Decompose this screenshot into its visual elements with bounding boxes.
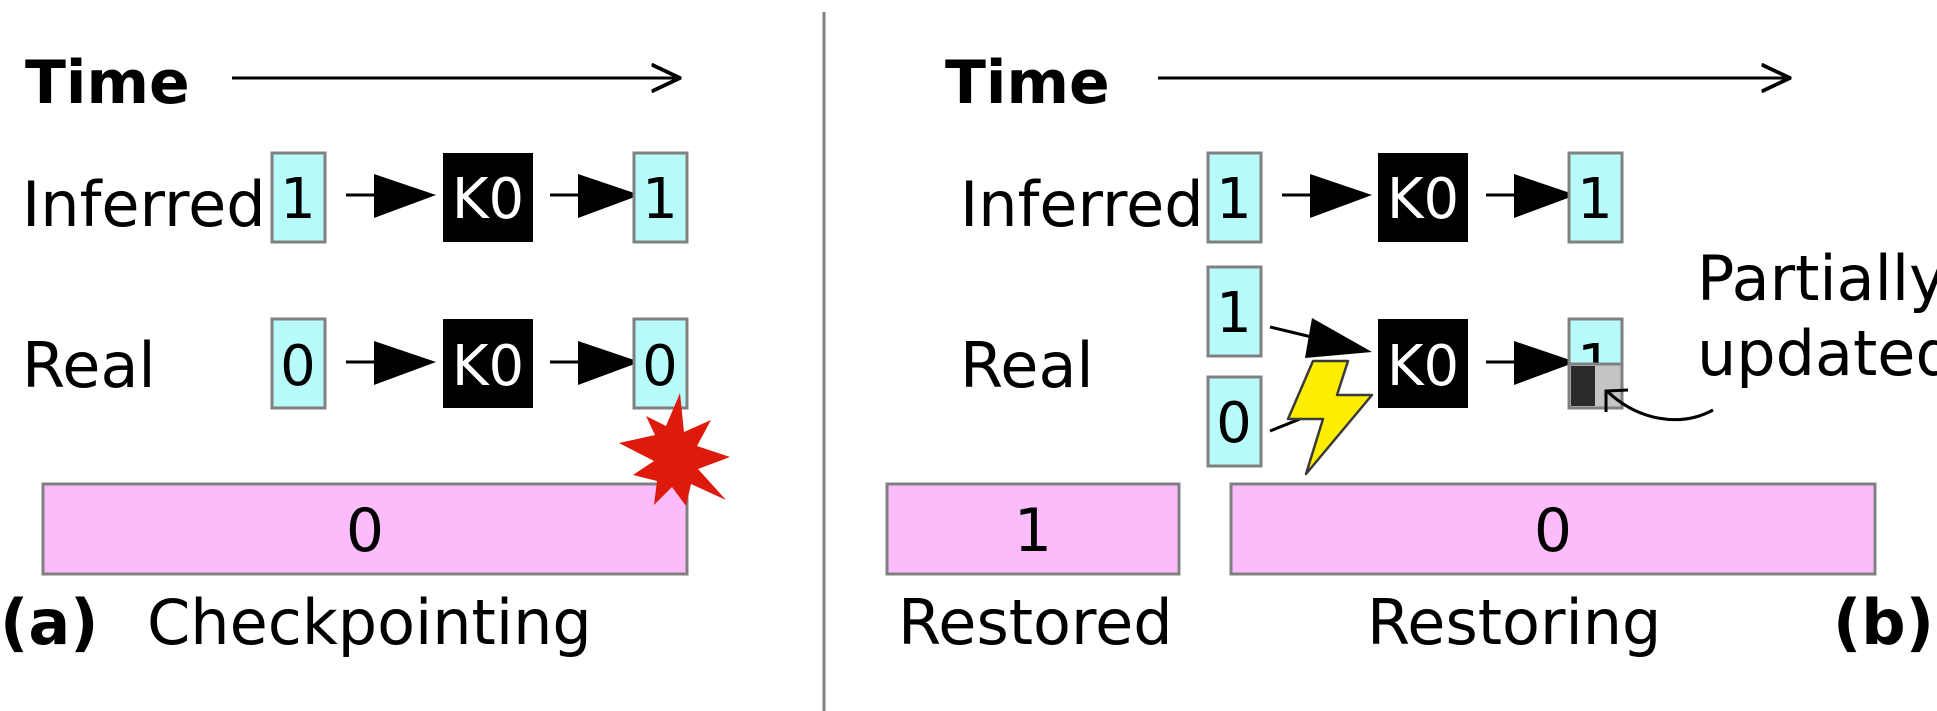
real-input-cell-stale [1206,375,1263,468]
restored-bar-value: 1 [1014,496,1052,566]
sequence-arrow [1486,341,1576,385]
real-label: Real [960,329,1094,402]
stale-input-line [1269,417,1301,433]
key-block [443,153,533,242]
restored-bar [885,482,1181,576]
inferred-value-cell [270,151,327,244]
real-label: Real [22,329,156,402]
panel-letter: (b) [1833,586,1934,659]
key-block [443,319,533,408]
real-input-cell-restored [1206,265,1263,358]
key-text: K0 [1387,167,1459,232]
key-block [1378,319,1468,408]
annotation-pointer [1604,388,1714,422]
restoring-bar-value: 0 [1534,496,1572,566]
inferred-value-cell [1206,151,1263,244]
real-value-cell [270,317,327,410]
real-result-text: 0 [642,334,678,399]
key-text: K0 [452,334,524,399]
sequence-arrow [550,174,640,218]
inferred-result-text: 1 [1577,167,1613,232]
inferred-label: Inferred [960,168,1204,241]
partial-output-cell: 1 [1567,317,1624,410]
inferred-label: Inferred [22,168,266,241]
time-label: Time [25,48,190,118]
lightning-bolt-icon [1286,359,1374,476]
caption-restoring: Restoring [1367,586,1661,659]
panel-a: Time Inferred Real 1 K0 1 0 K0 [0,48,730,659]
inferred-value-text: 1 [1216,167,1252,232]
checkpoint-bar-value: 0 [346,496,384,566]
annotation-partially-updated: Partially updated [1697,242,1937,390]
sequence-arrow [346,341,436,385]
time-label: Time [945,48,1110,118]
panel-letter: (a) [0,586,99,659]
inferred-value-text: 1 [280,167,316,232]
key-block [1378,153,1468,242]
sequence-arrow [346,174,436,218]
caption-restored: Restored [898,586,1173,659]
real-value-text: 0 [280,334,316,399]
sequence-arrow [1486,174,1576,218]
sequence-arrow [1282,174,1372,218]
caption-checkpointing: Checkpointing [147,586,592,659]
key-text: K0 [1387,334,1459,399]
key-text: K0 [452,167,524,232]
merge-arrow [1269,318,1372,358]
real-input-text-restored: 1 [1216,281,1252,346]
sequence-arrow [550,341,640,385]
checkpoint-bar [41,482,689,576]
inferred-result-cell [632,151,689,244]
inferred-result-text: 1 [642,167,678,232]
restoring-bar [1229,482,1877,576]
inferred-result-cell [1567,151,1624,244]
explosion-icon [619,393,730,506]
real-input-text-stale: 0 [1216,391,1252,456]
real-result-cell [632,317,689,410]
panel-b: Time Inferred Real 1 K0 1 1 0 [885,48,1937,659]
